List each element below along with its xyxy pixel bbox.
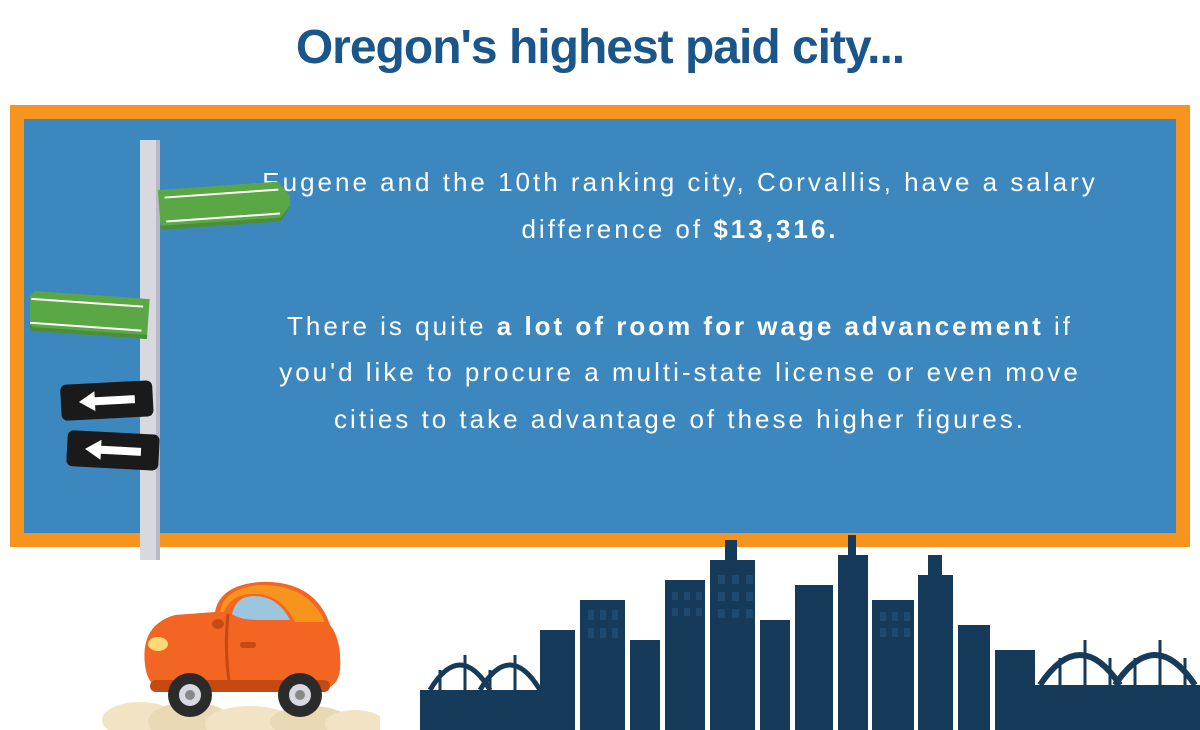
p2-bold: a lot of room for wage advancement <box>497 311 1044 341</box>
signpost-icon <box>30 140 290 560</box>
skyline-icon <box>420 530 1200 730</box>
p2-before: There is quite <box>287 311 497 341</box>
p1-text: Eugene and the 10th ranking city, Corval… <box>262 167 1097 244</box>
paragraph-2: There is quite a lot of room for wage ad… <box>244 303 1116 443</box>
p1-bold: $13,316. <box>713 214 838 244</box>
page-title: Oregon's highest paid city... <box>0 0 1200 75</box>
car-icon <box>120 570 360 720</box>
paragraph-1: Eugene and the 10th ranking city, Corval… <box>244 159 1116 253</box>
